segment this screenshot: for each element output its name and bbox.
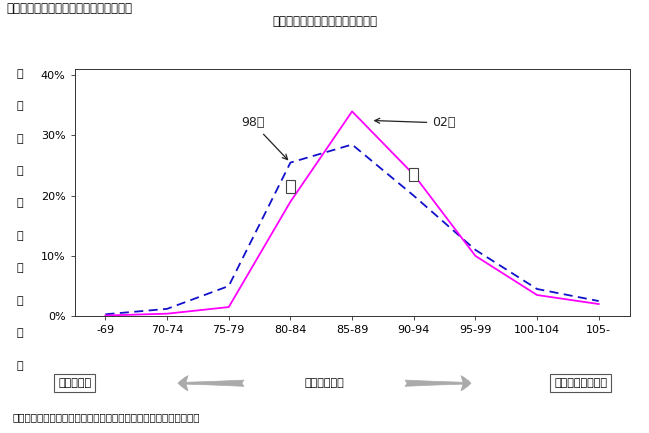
Text: め: め — [16, 263, 23, 274]
Text: 多くの市区で財政の柔軟性は低下: 多くの市区で財政の柔軟性は低下 — [272, 15, 377, 28]
Text: （備考）　総務省自治財政局「市町村別決算状況調」により作成。: （備考） 総務省自治財政局「市町村別決算状況調」により作成。 — [13, 412, 201, 422]
Text: 経常収支比率: 経常収支比率 — [304, 378, 345, 388]
Text: サ: サ — [16, 68, 23, 79]
Text: 02年: 02年 — [374, 116, 456, 129]
Text: ン: ン — [16, 101, 23, 111]
Text: 割: 割 — [16, 328, 23, 339]
Text: 98年: 98年 — [241, 116, 288, 159]
Text: 財政は良好: 財政は良好 — [58, 378, 92, 388]
Text: 合: 合 — [16, 361, 23, 371]
Text: ル: ル — [16, 166, 23, 176]
Text: 第２－３－２図　経常収支比率の分布図: 第２－３－２図 経常収支比率の分布図 — [6, 2, 132, 15]
Text: る: る — [16, 296, 23, 306]
Text: 財政は余裕がない: 財政は余裕がない — [554, 378, 607, 388]
Text: プ: プ — [16, 133, 23, 144]
Text: 占: 占 — [16, 231, 23, 241]
Text: に: に — [16, 198, 23, 209]
Bar — [409, 168, 419, 181]
Bar — [286, 180, 295, 193]
